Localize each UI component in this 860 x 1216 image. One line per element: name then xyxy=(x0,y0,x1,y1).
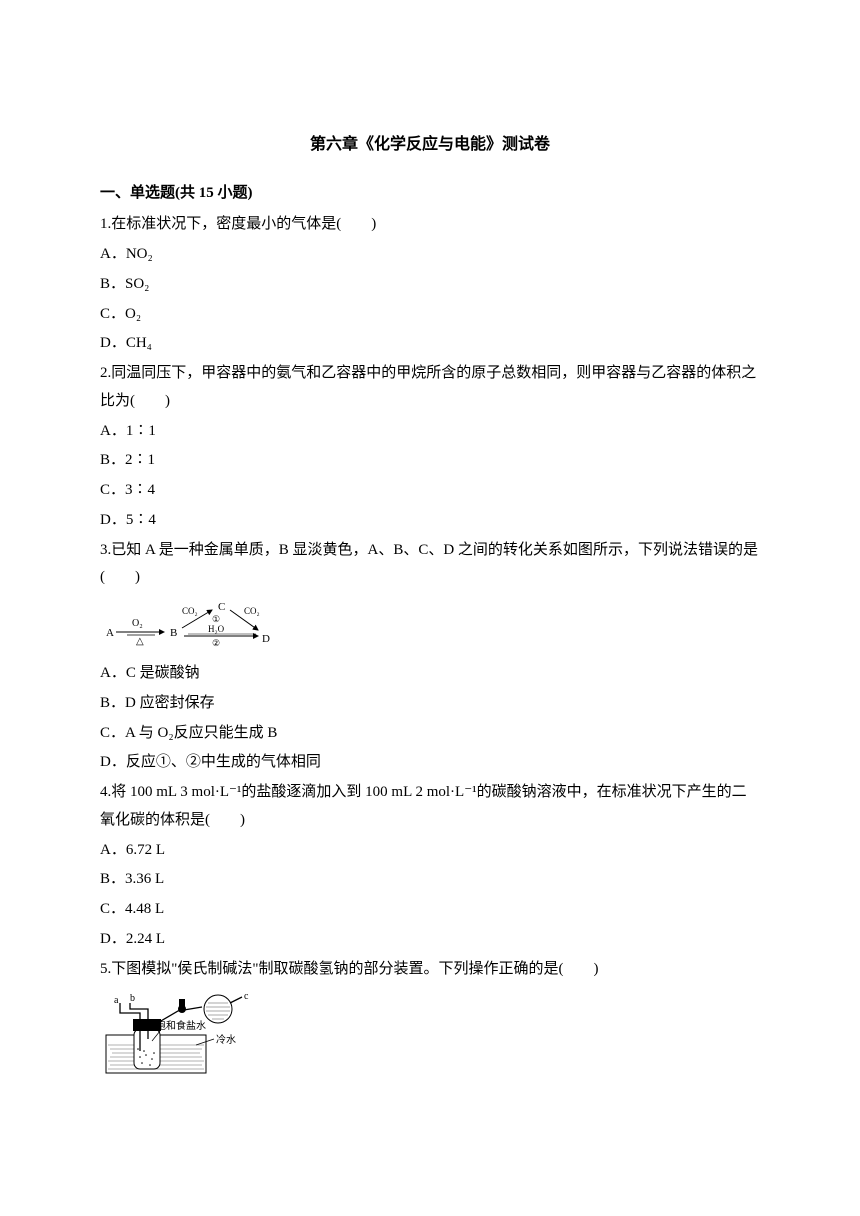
q3-diagram: A O₂ △ B C D CO₂ CO₂ ① H₂O ② xyxy=(100,598,760,654)
q1-option-b: B．SO₂ xyxy=(100,271,760,299)
question-4: 4.将 100 mL 3 mol·L⁻¹的盐酸逐滴加入到 100 mL 2 mo… xyxy=(100,779,760,954)
label-b: b xyxy=(130,993,135,1004)
label-co2-2: CO₂ xyxy=(244,606,260,616)
label-h2o: H₂O xyxy=(208,624,225,634)
q1-option-c: C．O₂ xyxy=(100,301,760,329)
label-circ1: ① xyxy=(212,614,220,624)
q3-option-c: C．A 与 O₂反应只能生成 B xyxy=(100,720,760,748)
label-delta: △ xyxy=(136,636,144,647)
label-solution: 饱和食盐水 xyxy=(156,1019,206,1032)
question-2: 2.同温同压下，甲容器中的氨气和乙容器中的甲烷所含的原子总数相同，则甲容器与乙容… xyxy=(100,360,760,535)
question-1: 1.在标准状况下，密度最小的气体是( ) A．NO₂ B．SO₂ C．O₂ D．… xyxy=(100,211,760,358)
question-5: 5.下图模拟"侯氏制碱法"制取碳酸氢钠的部分装置。下列操作正确的是( ) xyxy=(100,956,760,1078)
question-3: 3.已知 A 是一种金属单质，B 显淡黄色，A、B、C、D 之间的转化关系如图所… xyxy=(100,537,760,778)
page-title: 第六章《化学反应与电能》测试卷 xyxy=(100,130,760,160)
label-a: a xyxy=(114,995,119,1006)
label-coldwater: 冷水 xyxy=(216,1033,236,1046)
label-o2: O₂ xyxy=(132,618,143,629)
node-b: B xyxy=(170,627,177,639)
section-header: 一、单选题(共 15 小题) xyxy=(100,180,760,208)
q3-option-a: A．C 是碳酸钠 xyxy=(100,660,760,688)
q1-option-d: D．CH₄ xyxy=(100,330,760,358)
q3-stem: 3.已知 A 是一种金属单质，B 显淡黄色，A、B、C、D 之间的转化关系如图所… xyxy=(100,537,760,593)
q5-diagram: a b c 饱和食盐水 冷水 xyxy=(100,989,760,1077)
q2-stem: 2.同温同压下，甲容器中的氨气和乙容器中的甲烷所含的原子总数相同，则甲容器与乙容… xyxy=(100,360,760,416)
q5-stem: 5.下图模拟"侯氏制碱法"制取碳酸氢钠的部分装置。下列操作正确的是( ) xyxy=(100,956,760,984)
q4-stem: 4.将 100 mL 3 mol·L⁻¹的盐酸逐滴加入到 100 mL 2 mo… xyxy=(100,779,760,835)
node-a: A xyxy=(106,627,114,639)
q4-option-a: A．6.72 L xyxy=(100,837,760,865)
label-co2-1: CO₂ xyxy=(182,606,198,616)
q4-option-d: D．2.24 L xyxy=(100,926,760,954)
q4-option-c: C．4.48 L xyxy=(100,896,760,924)
q2-option-d: D．5∶4 xyxy=(100,507,760,535)
label-c: c xyxy=(244,991,249,1002)
q1-stem: 1.在标准状况下，密度最小的气体是( ) xyxy=(100,211,760,239)
q3-option-d: D．反应①、②中生成的气体相同 xyxy=(100,749,760,777)
q2-option-a: A．1∶1 xyxy=(100,418,760,446)
node-c: C xyxy=(218,601,225,613)
node-d: D xyxy=(262,633,270,645)
q2-option-b: B．2∶1 xyxy=(100,447,760,475)
q4-option-b: B．3.36 L xyxy=(100,866,760,894)
q2-option-c: C．3∶4 xyxy=(100,477,760,505)
label-circ2: ② xyxy=(212,638,220,648)
q3-option-b: B．D 应密封保存 xyxy=(100,690,760,718)
q1-option-a: A．NO₂ xyxy=(100,241,760,269)
